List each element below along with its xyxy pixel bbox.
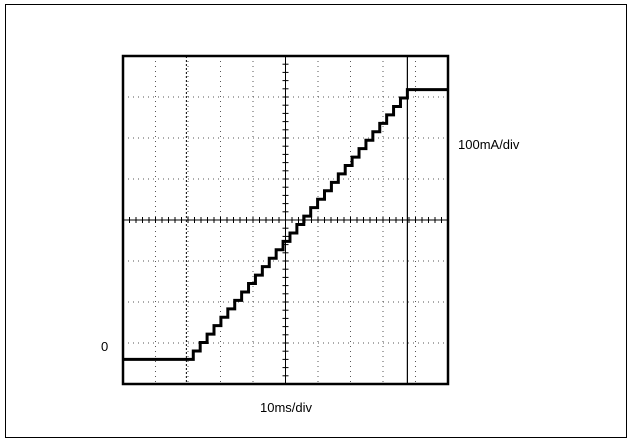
cursor-lines	[185, 56, 408, 384]
trace	[123, 88, 448, 361]
scope-screen-border	[121, 54, 450, 386]
y-scale-label: 100mA/div	[458, 137, 520, 152]
zero-level-label: 0	[101, 339, 108, 354]
x-axis-label: 10ms/div	[260, 400, 313, 415]
grid	[123, 56, 448, 384]
current-trace	[123, 88, 448, 361]
figure-frame	[5, 4, 627, 438]
